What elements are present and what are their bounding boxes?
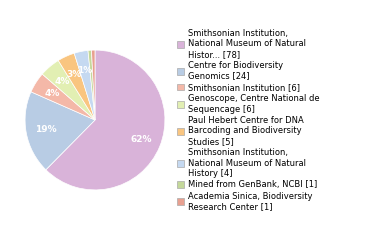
Text: 62%: 62%: [131, 135, 152, 144]
Wedge shape: [46, 50, 165, 190]
Wedge shape: [74, 50, 95, 120]
Wedge shape: [58, 53, 95, 120]
Text: 1%: 1%: [77, 66, 93, 75]
Wedge shape: [42, 60, 95, 120]
Legend: Smithsonian Institution,
National Museum of Natural
Histor... [78], Centre for B: Smithsonian Institution, National Museum…: [177, 29, 319, 211]
Wedge shape: [25, 92, 95, 170]
Text: 4%: 4%: [45, 89, 60, 97]
Wedge shape: [92, 50, 95, 120]
Text: 19%: 19%: [35, 125, 56, 134]
Wedge shape: [31, 74, 95, 120]
Wedge shape: [88, 50, 95, 120]
Text: 3%: 3%: [66, 70, 82, 79]
Text: 4%: 4%: [55, 77, 70, 86]
